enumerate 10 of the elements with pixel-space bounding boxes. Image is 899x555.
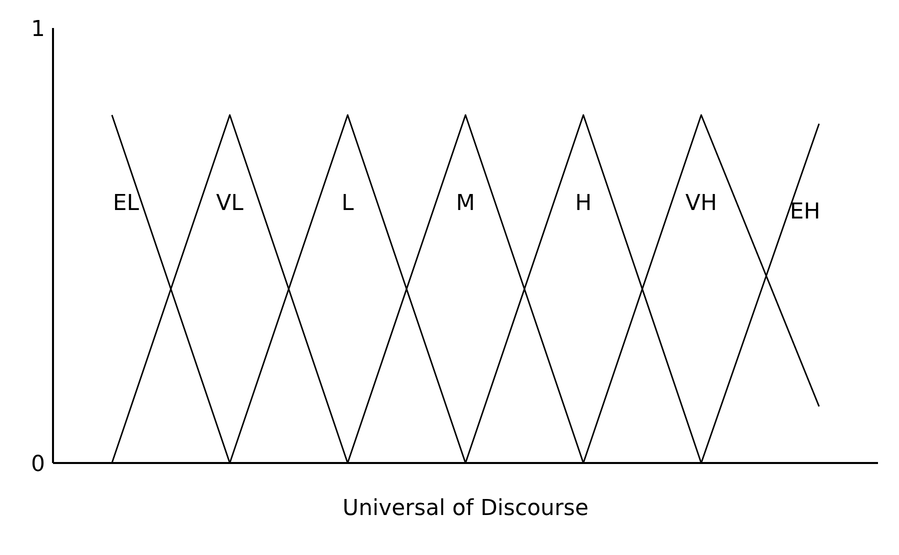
y-tick-label: 0 [31,452,45,477]
y-tick-label: 1 [31,16,45,42]
series-label: L [342,190,355,216]
series-label: EL [112,190,140,216]
series-label: EH [790,200,820,225]
x-axis-title: Universal of Discourse [342,496,589,521]
series-label: H [575,190,592,216]
series-label: VH [685,190,718,216]
series-label: VL [216,190,244,216]
series-label: M [456,190,475,216]
